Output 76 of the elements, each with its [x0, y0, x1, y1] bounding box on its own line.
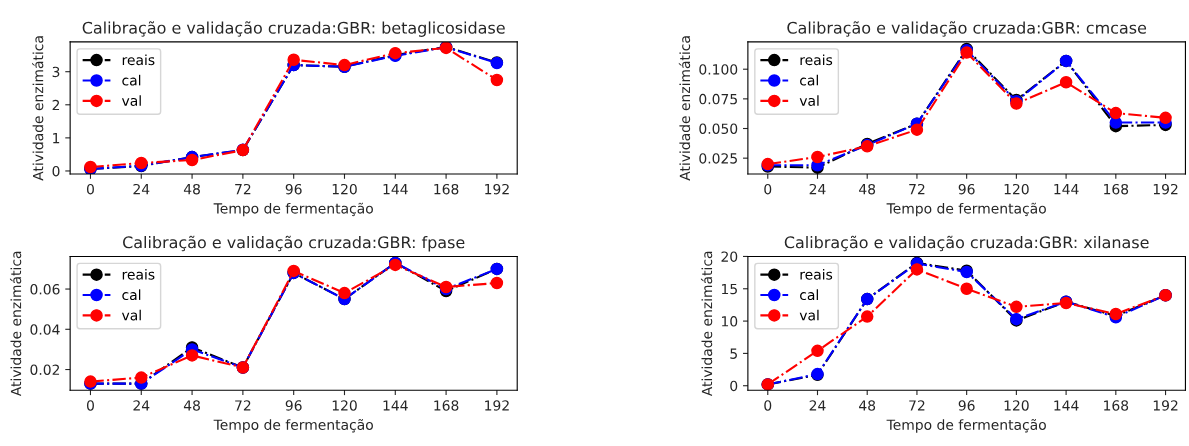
y-axis-title: Atividade enzimática — [32, 36, 44, 181]
legend-label: cal — [800, 289, 818, 301]
legend-label: val — [121, 95, 141, 106]
x-tick-label: 48 — [859, 400, 876, 411]
x-tick-label: 0 — [86, 400, 94, 411]
chart-title: Calibração e validação cruzada:GBR: betaglicosidase — [82, 21, 505, 37]
x-axis-title: Tempo de fermentação — [886, 202, 1046, 217]
x-tick-label: 96 — [285, 183, 302, 195]
x-tick-label: 120 — [1004, 400, 1029, 411]
y-tick-label: 0.075 — [699, 93, 737, 105]
x-tick-label: 48 — [183, 400, 200, 411]
x-tick-label: 0 — [86, 183, 94, 195]
x-tick-label: 168 — [1104, 400, 1129, 411]
y-tick-label: 0.050 — [699, 123, 738, 134]
legend-label: val — [799, 309, 819, 321]
x-tick-label: 120 — [332, 183, 357, 195]
x-tick-label: 48 — [859, 183, 876, 195]
legend-label: val — [799, 95, 819, 106]
y-tick-label: 10 — [722, 316, 738, 327]
x-tick-label: 144 — [383, 400, 408, 411]
x-tick-label: 168 — [1104, 183, 1129, 195]
y-tick-label: 0.02 — [30, 364, 60, 375]
legend-label: reais — [122, 268, 155, 280]
x-tick-label: 144 — [1054, 400, 1079, 411]
legend-label: reais — [800, 54, 833, 66]
x-axis-title: Tempo de fermentação — [213, 418, 373, 433]
y-tick-label: 15 — [722, 283, 737, 295]
y-axis-title: Atividade enzimática — [678, 36, 691, 181]
x-tick-label: 24 — [809, 183, 826, 195]
legend-label: reais — [800, 268, 833, 280]
legend-label: cal — [122, 74, 141, 86]
x-tick-label: 0 — [764, 183, 772, 195]
x-tick-label: 144 — [383, 184, 408, 195]
x-axis-title: Tempo de fermentação — [213, 202, 373, 217]
x-tick-label: 96 — [958, 183, 975, 195]
y-tick-label: 0.06 — [30, 284, 60, 295]
x-axis-title: Tempo de fermentação — [886, 418, 1046, 433]
x-tick-label: 144 — [1054, 184, 1079, 195]
x-tick-label: 72 — [909, 400, 925, 411]
x-tick-label: 192 — [485, 400, 509, 411]
x-tick-label: 0 — [764, 400, 772, 411]
y-tick-label: 5 — [730, 348, 737, 359]
x-tick-label: 72 — [235, 183, 251, 195]
x-tick-label: 120 — [332, 400, 357, 411]
legend-label: reais — [122, 54, 155, 66]
x-tick-label: 192 — [485, 183, 509, 195]
y-tick-label: 0.04 — [30, 324, 60, 335]
x-tick-label: 72 — [909, 183, 925, 195]
y-tick-label: 3 — [52, 66, 60, 78]
legend-label: cal — [800, 74, 818, 86]
chart-title: Calibração e validação cruzada:GBR: cmcase — [787, 21, 1147, 37]
x-tick-label: 192 — [1153, 400, 1178, 411]
y-axis-title: Atividade enzimática — [9, 251, 22, 397]
x-tick-label: 24 — [809, 400, 826, 411]
y-tick-label: 1 — [53, 133, 60, 144]
x-tick-label: 168 — [434, 183, 459, 195]
x-tick-label: 192 — [1153, 183, 1178, 195]
chart-title: Calibração e validação cruzada:GBR: fpase — [123, 235, 465, 252]
x-tick-label: 24 — [133, 183, 150, 195]
y-tick-label: 0.100 — [699, 64, 738, 75]
y-axis-title: Atividade enzimática — [700, 251, 713, 397]
y-tick-label: 0 — [730, 380, 738, 392]
legend-label: val — [121, 309, 141, 321]
y-tick-label: 20 — [721, 251, 738, 262]
x-tick-label: 96 — [958, 400, 975, 411]
y-tick-label: 0 — [52, 165, 60, 177]
y-tick-label: 0.025 — [699, 153, 737, 164]
x-tick-label: 168 — [434, 400, 459, 411]
x-tick-label: 120 — [1004, 183, 1029, 195]
y-tick-label: 2 — [52, 99, 60, 111]
x-tick-label: 24 — [133, 400, 150, 411]
x-tick-label: 72 — [235, 400, 251, 411]
legend-label: cal — [122, 289, 141, 301]
x-tick-label: 96 — [285, 400, 302, 411]
x-tick-label: 48 — [183, 183, 200, 195]
chart-title: Calibração e validação cruzada:GBR: xilanase — [784, 235, 1149, 252]
